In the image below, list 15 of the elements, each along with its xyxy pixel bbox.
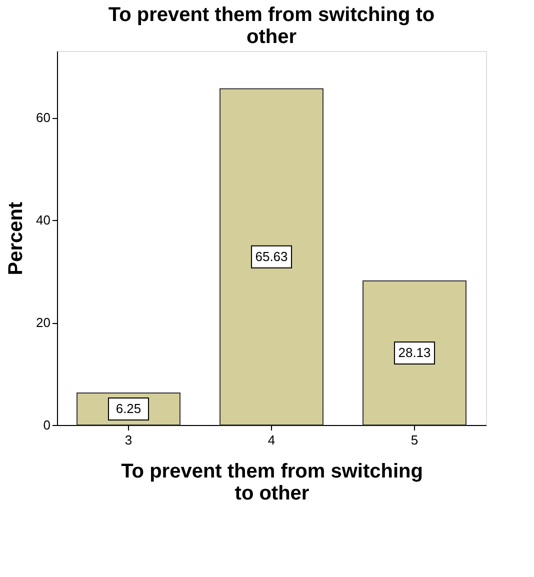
- x-tick-label: 3: [124, 432, 132, 448]
- y-tick-label: 20: [36, 315, 50, 330]
- x-tick-label: 5: [410, 432, 418, 448]
- y-tick-label: 0: [43, 418, 50, 432]
- bar: [362, 280, 466, 426]
- x-axis-title: To prevent them from switching to other: [121, 460, 423, 504]
- data-label: 28.13: [398, 344, 431, 360]
- data-label: 6.25: [116, 400, 142, 416]
- y-tick-label: 60: [36, 110, 50, 126]
- bar: [220, 88, 324, 426]
- chart-title: To prevent them from switching to other: [108, 4, 435, 48]
- data-label: 65.63: [255, 248, 288, 264]
- y-tick-label: 40: [36, 212, 50, 228]
- x-tick-label: 4: [268, 432, 276, 448]
- y-axis-title: Percent: [5, 201, 28, 276]
